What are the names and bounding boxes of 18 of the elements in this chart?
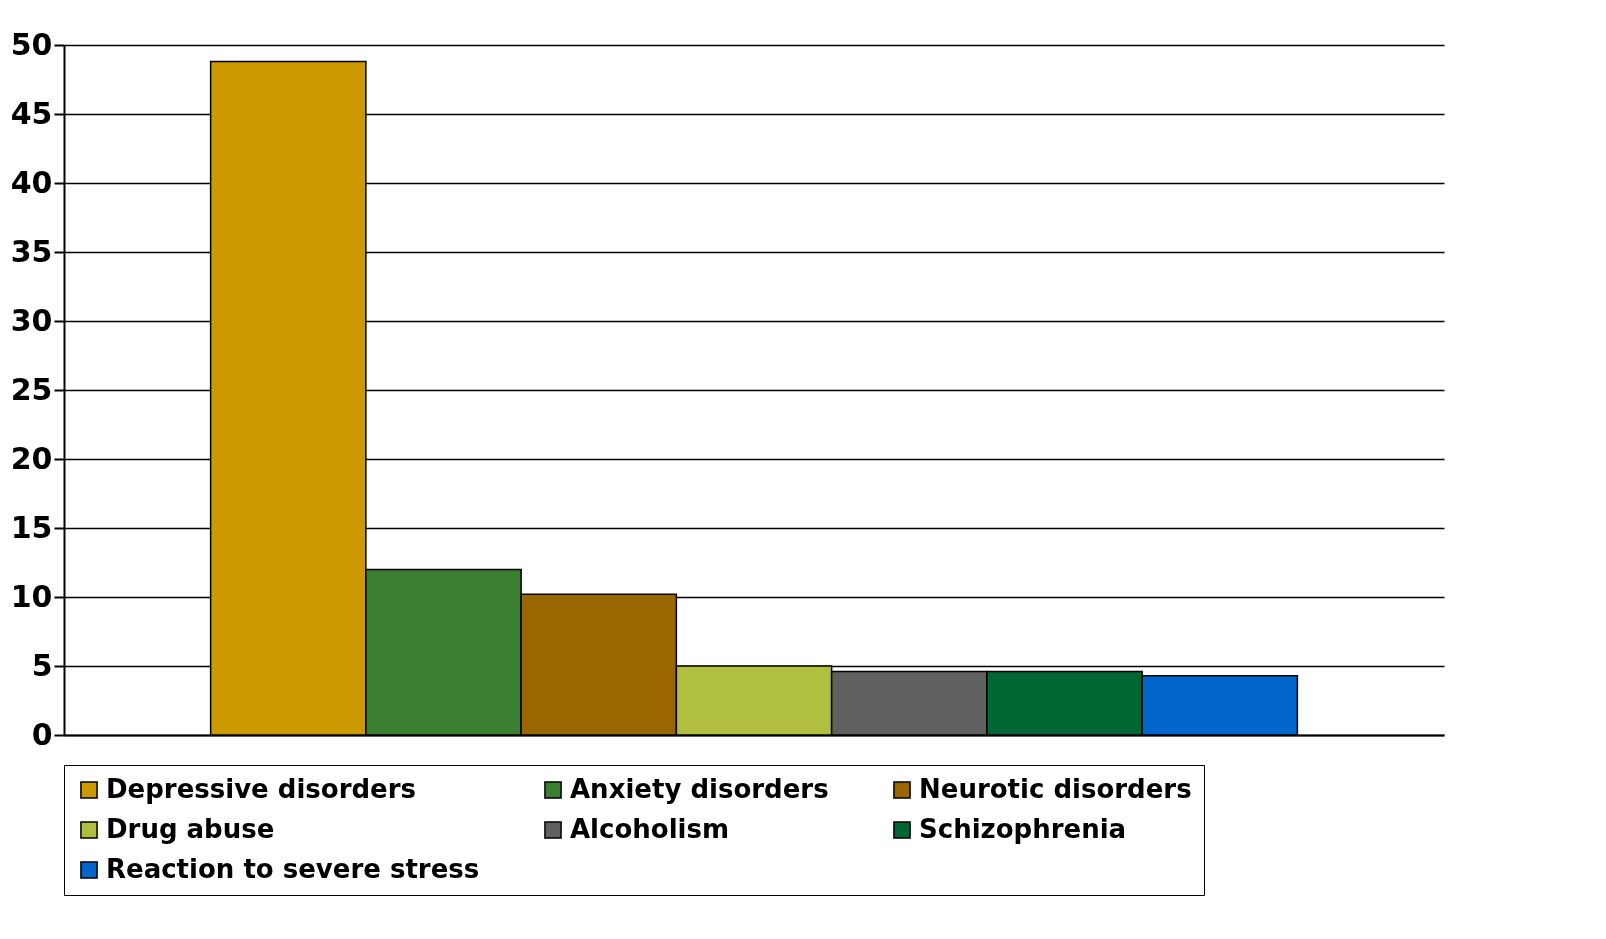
legend-label: Alcoholism [570,814,730,844]
y-tick-label: 40 [10,164,53,200]
legend-label: Neurotic disorders [919,774,1192,804]
legend-label: Drug abuse [106,814,275,844]
y-tick-label: 10 [10,578,53,614]
y-tick-label: 15 [10,509,53,545]
y-tick-label: 35 [10,233,53,269]
legend-label: Anxiety disorders [570,774,829,804]
legend-label: Depressive disorders [106,774,417,804]
y-tick-label: 45 [10,95,53,131]
legend-label: Schizophrenia [919,814,1127,844]
y-tick-label: 50 [10,26,53,62]
legend-label: Reaction to severe stress [106,854,480,884]
y-tick-label: 30 [10,302,53,338]
y-tick-label: 25 [10,371,53,407]
y-tick-label: 5 [31,647,53,683]
y-tick-label: 20 [10,440,53,476]
y-tick-label: 0 [31,716,53,752]
